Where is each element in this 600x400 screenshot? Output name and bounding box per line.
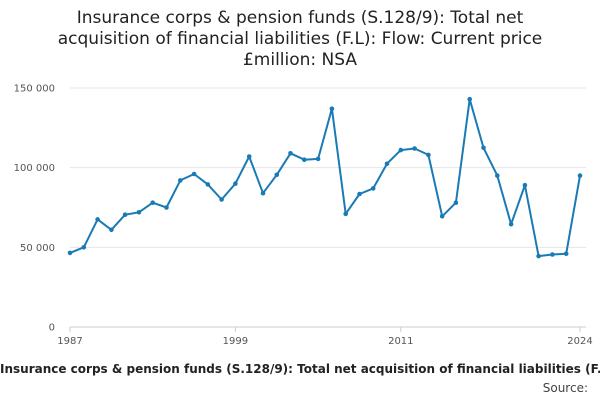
data-point[interactable] [233, 181, 238, 186]
data-point[interactable] [122, 212, 128, 217]
chart-title-line-1: Insurance corps & pension funds (S.128/9… [76, 8, 524, 28]
data-point[interactable] [219, 197, 224, 202]
data-point[interactable] [467, 96, 473, 102]
chart-title: Insurance corps & pension funds (S.128/9… [20, 8, 580, 71]
series-line [69, 98, 581, 258]
y-tick-label: 0 [49, 323, 55, 334]
data-point[interactable] [329, 106, 335, 111]
data-point[interactable] [191, 171, 197, 177]
x-tick-label: 2024 [567, 336, 592, 347]
source-label: Source: [542, 381, 588, 395]
series-layer [67, 96, 583, 259]
data-point[interactable] [495, 173, 500, 178]
data-point[interactable] [357, 191, 362, 197]
data-point[interactable] [315, 156, 321, 162]
y-tick-label: 100 000 [14, 163, 55, 174]
data-point[interactable] [426, 152, 431, 158]
x-tick-label: 2011 [388, 336, 413, 347]
data-point[interactable] [453, 200, 459, 205]
data-point[interactable] [550, 252, 555, 257]
data-point[interactable] [178, 178, 183, 183]
data-point[interactable] [398, 147, 404, 153]
data-point[interactable] [205, 182, 211, 187]
data-point[interactable] [343, 211, 349, 217]
data-point[interactable] [81, 245, 87, 250]
legend-entry: Insurance corps & pension funds (S.128/9… [0, 362, 600, 376]
data-point[interactable] [288, 151, 293, 156]
data-point[interactable] [481, 145, 486, 151]
data-point[interactable] [412, 146, 417, 151]
grid-lines [70, 87, 586, 248]
data-point[interactable] [109, 227, 114, 233]
data-point[interactable] [260, 190, 266, 196]
data-point[interactable] [577, 173, 583, 178]
data-point[interactable] [439, 214, 445, 219]
data-point[interactable] [563, 251, 569, 256]
x-tick-label: 1987 [57, 336, 82, 347]
data-point[interactable] [370, 186, 376, 191]
x-tick-label: 1999 [223, 336, 248, 347]
data-point[interactable] [302, 157, 307, 162]
chart-title-line-2: acquisition of financial liabilities (F.… [57, 29, 543, 49]
data-point[interactable] [536, 253, 541, 259]
axes: 0 50 000 100 000 150 000 1987 1999 2011 2024 [14, 84, 593, 348]
data-point[interactable] [164, 205, 169, 210]
data-point[interactable] [522, 182, 528, 188]
legend: Insurance corps & pension funds (S.128/9… [0, 362, 600, 376]
data-point[interactable] [246, 154, 252, 159]
data-point[interactable] [67, 250, 73, 256]
data-point[interactable] [384, 161, 390, 166]
data-point[interactable] [95, 217, 100, 222]
data-point[interactable] [508, 221, 514, 227]
y-tick-label: 150 000 [14, 84, 55, 95]
y-tick-label: 50 000 [20, 243, 55, 254]
data-point[interactable] [274, 172, 280, 178]
chart-title-line-3: £million: NSA [242, 50, 358, 70]
data-point[interactable] [136, 210, 142, 215]
data-point[interactable] [150, 200, 155, 205]
